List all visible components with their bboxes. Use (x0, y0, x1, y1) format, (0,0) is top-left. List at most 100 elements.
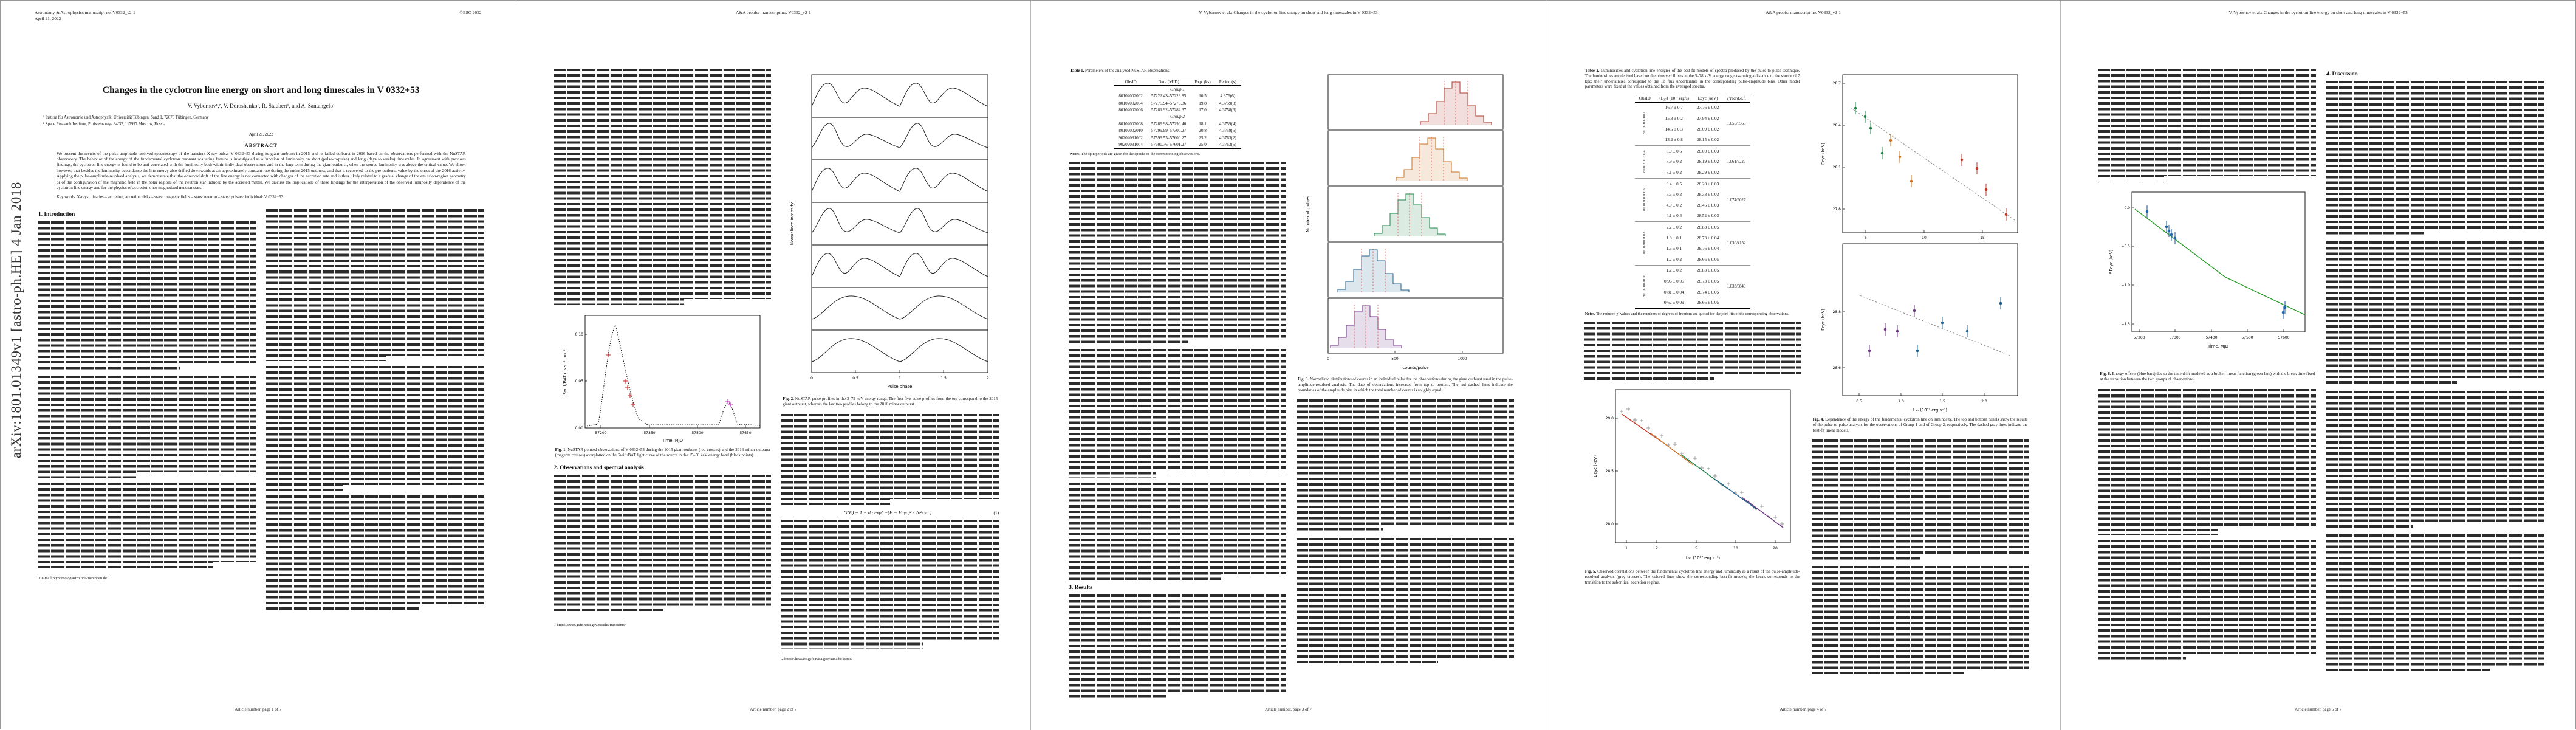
body-text (1811, 439, 2029, 562)
page3-header: V. Vybornov et al.: Changes in the cyclo… (1199, 10, 1378, 15)
table-cell: 90202031002 (1118, 135, 1143, 140)
table-cell: 28.20 ± 0.03 (1693, 177, 1723, 190)
x-axis-label: L₃₇ (10³⁷ erg s⁻¹) (1913, 408, 1947, 413)
table-group-label-row: Group 2 (1114, 114, 1241, 120)
x-tick-label: 1 (1625, 546, 1628, 551)
table2-caption-lead: Table 2. (1584, 69, 1600, 73)
equation-1-formula: G(E) = 1 − d · exp( −(E − Ecyc)² / 2σ²cy… (843, 509, 932, 515)
abstract-text: We present the results of the pulse-ampl… (57, 151, 466, 190)
affiliations: ¹ Institut für Astronomie und Astrophysi… (43, 115, 479, 127)
table-cell: 4.1 ± 0.4 (1666, 213, 1682, 219)
table-row: 5.5 ± 0.2 28.38 ± 0.03 (1635, 189, 1750, 200)
affiliation-1: ¹ Institut für Astronomie und Astrophysi… (43, 115, 209, 120)
x-tick-label: 57350 (644, 431, 656, 435)
x-tick-label: 57200 (2134, 336, 2145, 340)
footnote-block: 2 https://heasarc.gsfc.nasa.gov/xanadu/x… (781, 654, 999, 663)
left-column: Table 2. Luminosities and cyclotron line… (1583, 69, 1801, 679)
table-row: 4.1 ± 0.4 28.52 ± 0.03 (1635, 211, 1750, 222)
body-text (266, 366, 484, 491)
table-cell: 0.96 ± 0.05 (1664, 278, 1684, 284)
x-tick-label: 2 (987, 376, 989, 380)
table-cell: 28.76 ± 0.04 (1696, 246, 1719, 252)
table-cell: 80102002002 (1635, 102, 1655, 145)
table-group-label-row: Group 1 (1114, 86, 1241, 93)
table-cell: 80102002006 (1118, 108, 1143, 113)
x-tick-label: 2.0 (1982, 399, 1988, 404)
axis-ticks (2132, 207, 2284, 332)
table-cell: 2.2 ± 0.2 (1654, 221, 1693, 233)
table-row: 7.1 ± 0.2 28.29 ± 0.02 (1635, 167, 1750, 178)
table-row: 4.9 ± 0.2 28.46 ± 0.03 (1635, 200, 1750, 211)
table-cell: 18.1 (1199, 121, 1207, 126)
body-text (2098, 539, 2317, 661)
left-column: 57200 57350 57500 57650 0.00 0.05 0.10 T… (553, 69, 772, 662)
y-tick-label: 28.6 (1833, 366, 1841, 370)
table-cell: 13.2 ± 0.8 (1665, 137, 1683, 143)
table-cell: 1.2 ± 0.2 (1666, 257, 1682, 262)
x-tick-label: 1.5 (1940, 399, 1946, 404)
page2-header: A&A proofs: manuscript no. V0332_v2-1 (736, 10, 811, 15)
figure-3: 0 500 1000 counts/pulse Number of pulses (1297, 71, 1514, 375)
table-cell: 1.036/4132 (1722, 221, 1750, 266)
table1-notes: Notes. The spin periods are given for th… (1070, 152, 1285, 157)
table-row: 90202031002 57599.55–57600.27 25.2 4.3763(2… (1114, 134, 1241, 141)
best-fit-line-group1 (1851, 107, 2015, 221)
table-cell: 6.4 ± 0.5 (1654, 177, 1693, 190)
x-axis-label: Time, MJD (662, 438, 683, 443)
figure3-caption-text: Normalized distributions of counts in an… (1297, 377, 1513, 393)
table2-notes: Notes. The reduced χ² values and the num… (1585, 312, 1800, 317)
page-3: V. Vybornov et al.: Changes in the cyclo… (1030, 1, 1546, 730)
table-cell: 28.73 ± 0.05 (1696, 278, 1719, 284)
group1-obs3-points (1854, 102, 1884, 159)
submission-date: April 21, 2022 (248, 132, 273, 137)
table-row: 1.5 ± 0.1 28.76 ± 0.04 (1635, 243, 1750, 254)
y-tick-label: −1.0 (2122, 283, 2131, 288)
body-text (553, 69, 772, 305)
body-text (1296, 399, 1514, 534)
figure6-caption-lead: Fig. 6. (2100, 372, 2111, 376)
column-header: Ecyc (keV) (1697, 95, 1718, 101)
figure2-caption-text: NuSTAR pulse profiles in the 3–79 keV en… (783, 397, 998, 407)
figure3-caption-lead: Fig. 3. (1297, 377, 1309, 382)
author-list: V. Vybornov¹,², V. Doroshenko¹, R. Staub… (187, 103, 335, 110)
group1-obs2-points (1889, 134, 1913, 187)
obsid-label: 80102002008 (1643, 231, 1647, 254)
table1-caption-lead: Table 1. (1070, 69, 1084, 73)
page2-footer: Article number, page 2 of 7 (750, 707, 797, 712)
y-axis-label: Ecyc (keV) (1593, 455, 1598, 477)
table-cell: 4.3763(5) (1219, 142, 1236, 147)
table-cell: 8.9 ± 0.6 (1654, 145, 1693, 157)
left-column: 1. Introduction ⋆ e-mail: vybornov@astro… (38, 209, 256, 615)
table-row: 7.9 ± 0.2 28.19 ± 0.02 (1635, 157, 1750, 168)
x-tick-label: 0 (1327, 357, 1329, 361)
body-text (2326, 534, 2544, 672)
table-cell: 28.52 ± 0.03 (1696, 213, 1719, 219)
best-fit-line-group2 (1860, 295, 2012, 357)
column-header: ObsID (1639, 95, 1651, 101)
table-row: 80102002006 6.4 ± 0.5 28.20 ± 0.03 1.074/50… (1634, 177, 1750, 222)
left-column: 57200 57300 57400 57500 57600 0.0 −0.5 −… (2098, 69, 2317, 677)
x-tick-label: 57500 (692, 431, 704, 435)
plot-frame (1843, 74, 2018, 233)
footnote-block: ⋆ e-mail: vybornov@astro.uni-tuebingen.d… (38, 574, 256, 582)
histogram-panels (1327, 74, 1504, 354)
page3-footer: Article number, page 3 of 7 (1264, 707, 1312, 712)
x-tick-label: 57600 (2278, 336, 2290, 340)
column-header: χ²red/d.o.f. (1727, 95, 1746, 101)
manuscript-header: Astronomy & Astrophysics manuscript no. … (35, 10, 135, 22)
table-cell: 80102002010 (1634, 264, 1655, 309)
manuscript-line: Astronomy & Astrophysics manuscript no. … (35, 10, 135, 15)
figure2-pulse-profiles-plot: 0 0.5 1 1.5 2 Pulse phase Normalized int… (790, 74, 989, 389)
y-axis-label: ΔEcyc (keV) (2109, 249, 2114, 274)
table-cell: 28.83 ± 0.05 (1693, 264, 1723, 277)
table-row: 13.2 ± 0.8 28.15 ± 0.02 (1635, 134, 1750, 145)
y-tick-label: 0.0 (2125, 206, 2131, 210)
table-row: 0.62 ± 0.09 28.66 ± 0.05 (1635, 297, 1750, 308)
x-tick-label: 0.5 (1857, 399, 1863, 404)
axis-ticks (1327, 351, 1463, 353)
y-tick-label: 27.8 (1833, 207, 1841, 212)
table-cell: 28.73 ± 0.04 (1696, 235, 1719, 241)
section-heading-discussion: 4. Discussion (2326, 71, 2358, 77)
x-tick-label: 57400 (2206, 336, 2218, 340)
table-row: 80102002010 1.2 ± 0.2 28.83 ± 0.05 1.033/38… (1634, 264, 1750, 309)
